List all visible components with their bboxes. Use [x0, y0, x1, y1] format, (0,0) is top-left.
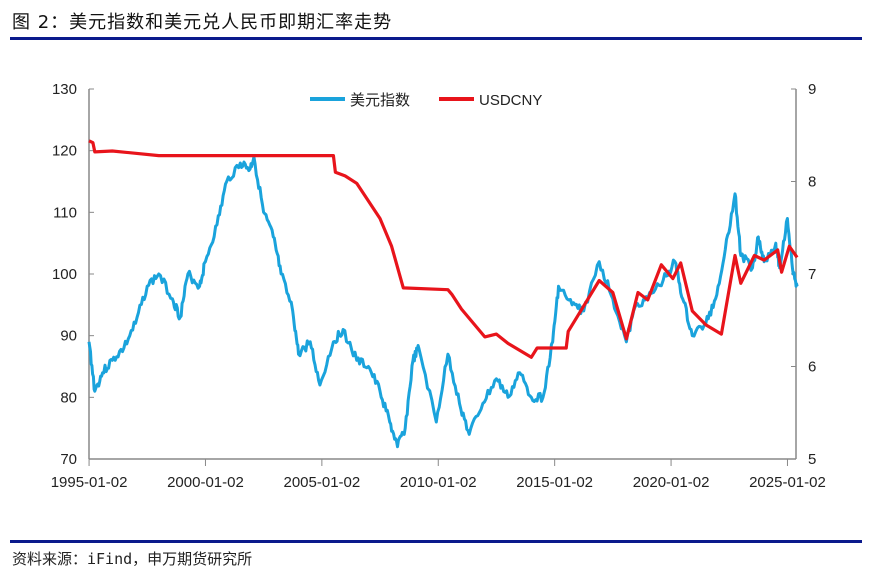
left-tick-label: 130	[52, 81, 77, 98]
x-tick-label: 1995-01-02	[51, 474, 128, 491]
x-tick-label: 2020-01-02	[633, 474, 710, 491]
left-tick-label: 100	[52, 266, 77, 283]
legend-label: USDCNY	[479, 92, 542, 109]
legend-label: 美元指数	[350, 92, 410, 109]
right-tick-label: 9	[808, 81, 816, 98]
source-note: 资料来源：iFind，申万期货研究所	[12, 550, 253, 568]
figure-title: 图 2：美元指数和美元兑人民币即期汇率走势	[12, 12, 393, 33]
footer-rule	[10, 540, 862, 543]
left-tick-label: 70	[60, 451, 77, 468]
x-tick-label: 2000-01-02	[167, 474, 244, 491]
left-tick-label: 110	[53, 204, 77, 221]
series-line-dxy	[87, 155, 799, 449]
x-tick-label: 2015-01-02	[516, 474, 593, 491]
x-tick-label: 2005-01-02	[283, 474, 360, 491]
left-tick-label: 90	[60, 328, 77, 345]
right-tick-label: 7	[808, 266, 816, 283]
x-tick-label: 2010-01-02	[400, 474, 477, 491]
right-tick-label: 6	[808, 359, 816, 376]
right-tick-label: 8	[808, 174, 816, 191]
left-tick-label: 80	[60, 389, 77, 406]
title-rule	[10, 37, 862, 40]
series-line-usdcny	[88, 139, 799, 359]
right-tick-label: 5	[808, 451, 816, 468]
x-tick-label: 2025-01-02	[749, 474, 826, 491]
left-tick-label: 120	[52, 143, 77, 160]
